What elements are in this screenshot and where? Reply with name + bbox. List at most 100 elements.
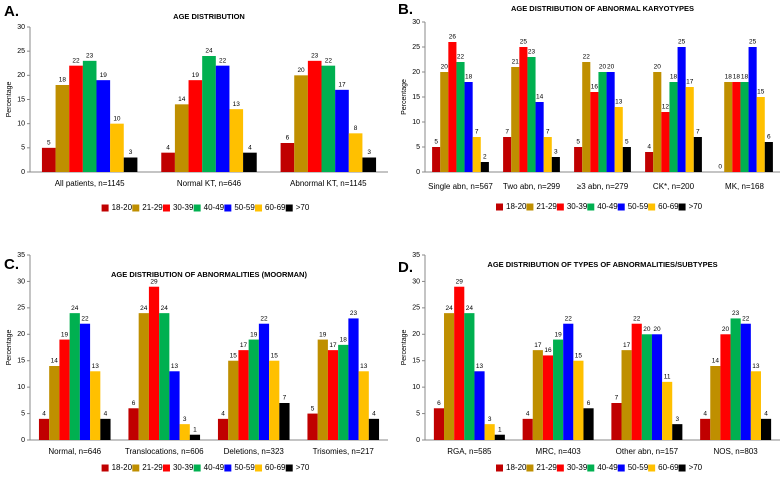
bar — [573, 360, 584, 440]
data-label: 18 — [340, 337, 348, 344]
y-tick-label: 10 — [17, 121, 25, 128]
data-label: 18 — [670, 74, 678, 81]
data-label: 6 — [132, 400, 136, 407]
y-tick-label: 10 — [17, 384, 25, 391]
legend-swatch — [132, 464, 140, 472]
y-tick-label: 30 — [17, 24, 25, 31]
data-label: 10 — [113, 115, 121, 122]
y-tick-label: 10 — [412, 384, 420, 391]
data-label: 20 — [653, 326, 661, 333]
y-axis-title: Percentage — [6, 81, 13, 117]
data-label: 17 — [338, 82, 346, 89]
data-label: 14 — [178, 96, 186, 103]
data-label: 23 — [350, 310, 358, 317]
y-tick-label: 20 — [412, 69, 420, 76]
data-label: 17 — [686, 79, 694, 86]
legend-swatch — [255, 204, 263, 212]
bar — [90, 371, 101, 440]
y-tick-label: 30 — [17, 278, 25, 285]
data-label: 1 — [498, 426, 502, 433]
data-label: 16 — [544, 347, 552, 354]
bar — [598, 72, 607, 172]
bar — [631, 323, 642, 440]
data-label: 4 — [166, 144, 170, 151]
bar — [464, 82, 473, 172]
bar — [583, 408, 594, 440]
legend-label: 18-20 — [506, 463, 527, 472]
legend-label: 50-59 — [628, 463, 649, 472]
bar — [641, 334, 652, 440]
legend-swatch — [162, 204, 170, 212]
y-tick-label: 15 — [17, 358, 25, 365]
legend-swatch — [496, 203, 503, 211]
data-label: 4 — [42, 411, 46, 418]
legend-label: 21-29 — [142, 463, 163, 472]
legend-label: 30-39 — [173, 203, 194, 212]
y-axis-title: Percentage — [401, 79, 408, 115]
data-label: 22 — [457, 54, 465, 61]
data-label: 25 — [749, 39, 757, 46]
bar — [358, 371, 369, 440]
legend-label: 50-59 — [234, 203, 255, 212]
bar — [432, 147, 441, 172]
bar — [69, 65, 83, 172]
bar — [294, 75, 308, 172]
bar — [685, 87, 694, 172]
data-label: 4 — [647, 144, 651, 151]
data-label: 20 — [607, 64, 615, 71]
data-label: 1 — [193, 426, 197, 433]
data-label: 5 — [47, 140, 51, 147]
data-label: 24 — [140, 305, 148, 312]
data-label: 21 — [512, 59, 520, 66]
data-label: 17 — [534, 342, 542, 349]
y-tick-label: 30 — [412, 19, 420, 26]
x-tick-label: NOS, n=803 — [714, 447, 759, 456]
bar — [756, 97, 765, 172]
y-tick-label: 25 — [412, 44, 420, 51]
bar — [179, 424, 190, 440]
bar — [229, 109, 244, 172]
bar — [622, 147, 631, 172]
data-label: 13 — [615, 99, 623, 106]
bar — [553, 339, 564, 440]
data-label: 14 — [51, 358, 59, 365]
legend-swatch — [587, 203, 595, 211]
bar — [730, 318, 741, 440]
legend-label: 40-49 — [597, 202, 618, 211]
bar — [79, 323, 91, 440]
bar — [614, 107, 623, 172]
data-label: 20 — [297, 67, 305, 74]
data-label: 20 — [441, 64, 449, 71]
data-label: 24 — [71, 305, 79, 312]
data-label: 13 — [92, 363, 100, 370]
legend-swatch — [617, 203, 625, 211]
bar — [279, 403, 290, 440]
bar — [248, 339, 259, 440]
x-tick-label: Other abn, n=157 — [616, 447, 679, 456]
bar — [732, 82, 741, 172]
legend-label: 18-20 — [506, 202, 527, 211]
data-label: 4 — [104, 411, 108, 418]
x-tick-label: Single abn, n=567 — [428, 182, 493, 191]
legend-label: 30-39 — [567, 202, 588, 211]
bar — [433, 408, 445, 440]
data-label: 25 — [520, 39, 528, 46]
y-tick-label: 25 — [412, 305, 420, 312]
y-tick-label: 5 — [21, 145, 25, 152]
data-label: 22 — [260, 315, 268, 322]
legend-swatch — [193, 464, 201, 472]
bar — [161, 152, 175, 172]
bar — [202, 56, 216, 172]
bar — [672, 424, 683, 440]
data-label: 24 — [445, 305, 453, 312]
bar — [123, 157, 138, 172]
x-tick-label: All patients, n=1145 — [55, 179, 125, 188]
bar — [189, 434, 201, 440]
x-tick-label: Translocations, n=606 — [125, 447, 204, 456]
legend-swatch — [526, 464, 534, 472]
data-label: 22 — [219, 57, 227, 64]
x-tick-label: CK*, n=200 — [653, 182, 695, 191]
data-label: 4 — [526, 411, 530, 418]
chart-title: AGE DISTRIBUTION OF ABNORMALITIES (MOORM… — [111, 270, 307, 279]
